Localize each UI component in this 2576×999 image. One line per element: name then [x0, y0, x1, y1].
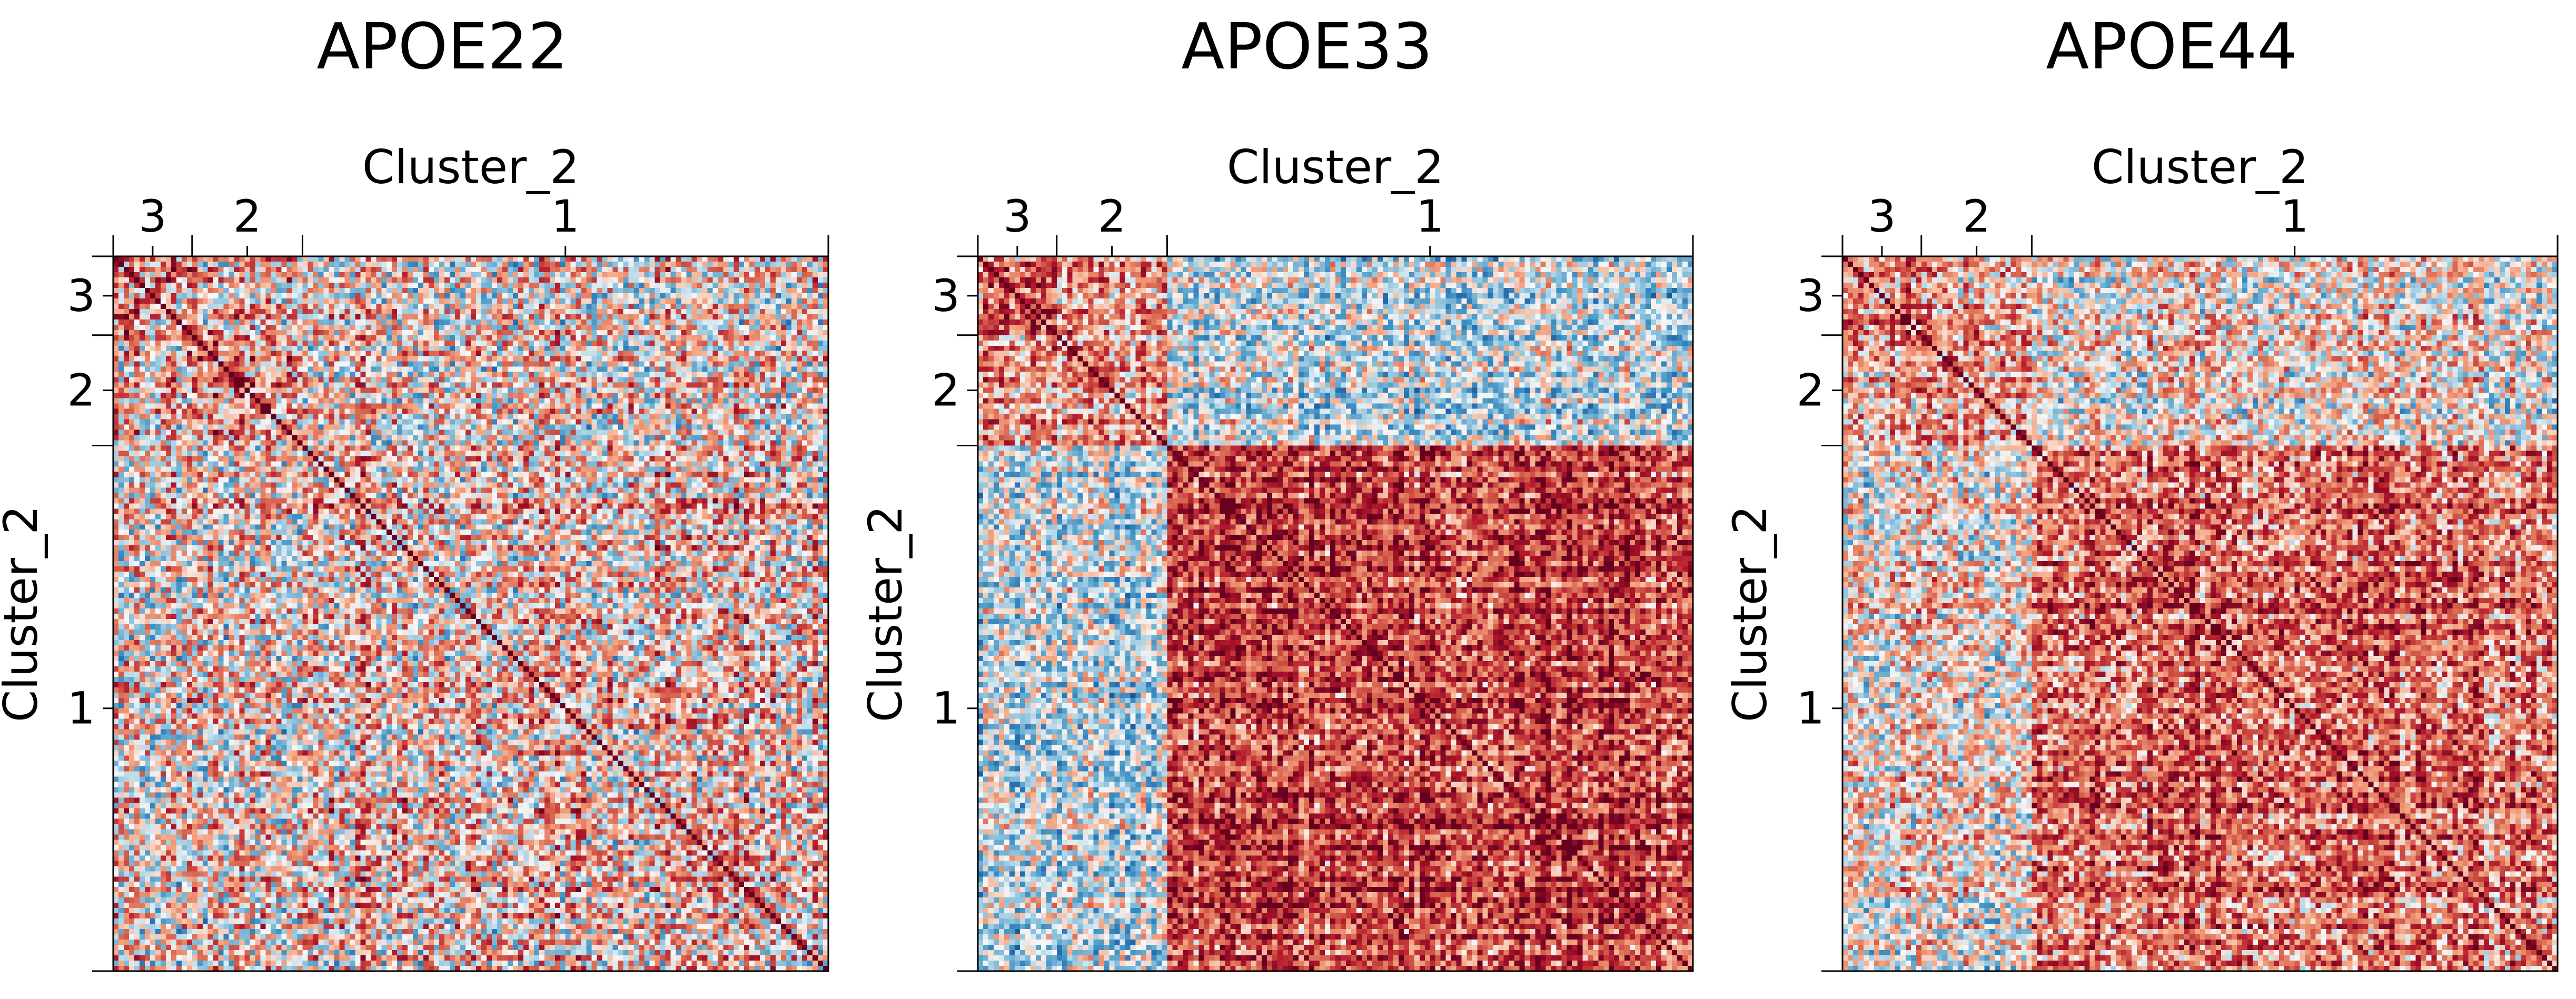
heatmap-canvas — [1842, 256, 2558, 971]
y-tick-label: 2 — [932, 365, 960, 416]
panel-title: APOE44 — [2046, 11, 2297, 84]
x-tick-label: 3 — [1003, 191, 1031, 242]
heatmap-panel-apoe44: APOE44 3 3 2 2 1 1 Cluster_2 Cluster_2 — [1723, 0, 2576, 999]
x-tick-label: 3 — [1868, 191, 1896, 242]
y-tick-label: 1 — [1797, 683, 1825, 734]
y-axis-label: Cluster_2 — [858, 505, 913, 722]
x-tick-label: 2 — [1098, 191, 1126, 242]
y-tick-label: 3 — [932, 270, 960, 322]
y-tick-label: 1 — [932, 683, 960, 734]
y-tick-label: 1 — [67, 683, 95, 734]
panel-title: APOE22 — [316, 11, 568, 84]
x-axis-label: Cluster_2 — [362, 140, 579, 194]
axes-frame — [112, 255, 829, 972]
y-tick-label: 3 — [1797, 270, 1825, 322]
heatmap-panel-apoe22: APOE22 3 3 2 2 1 1 Cluster_2 Cluster_2 — [0, 0, 858, 999]
y-tick-label: 3 — [67, 270, 95, 322]
y-tick-label: 2 — [67, 365, 95, 416]
y-axis-label: Cluster_2 — [1723, 505, 1777, 722]
x-axis-label: Cluster_2 — [2092, 140, 2309, 194]
x-tick-label: 3 — [138, 191, 166, 242]
x-tick-label: 1 — [2281, 191, 2309, 242]
x-tick-label: 1 — [551, 191, 579, 242]
axes-frame — [977, 255, 1694, 972]
y-tick-label: 2 — [1797, 365, 1825, 416]
heatmap-panel-apoe33: APOE33 3 3 2 2 1 1 Cluster_2 Cluster_2 — [858, 0, 1723, 999]
y-axis-label: Cluster_2 — [0, 505, 48, 722]
axes-frame — [1841, 255, 2559, 972]
x-tick-label: 2 — [233, 191, 261, 242]
x-tick-label: 1 — [1416, 191, 1444, 242]
x-axis-label: Cluster_2 — [1227, 140, 1444, 194]
x-tick-label: 2 — [1963, 191, 1990, 242]
panel-title: APOE33 — [1181, 11, 1433, 84]
heatmap-canvas — [113, 256, 828, 971]
heatmap-canvas — [978, 256, 1693, 971]
